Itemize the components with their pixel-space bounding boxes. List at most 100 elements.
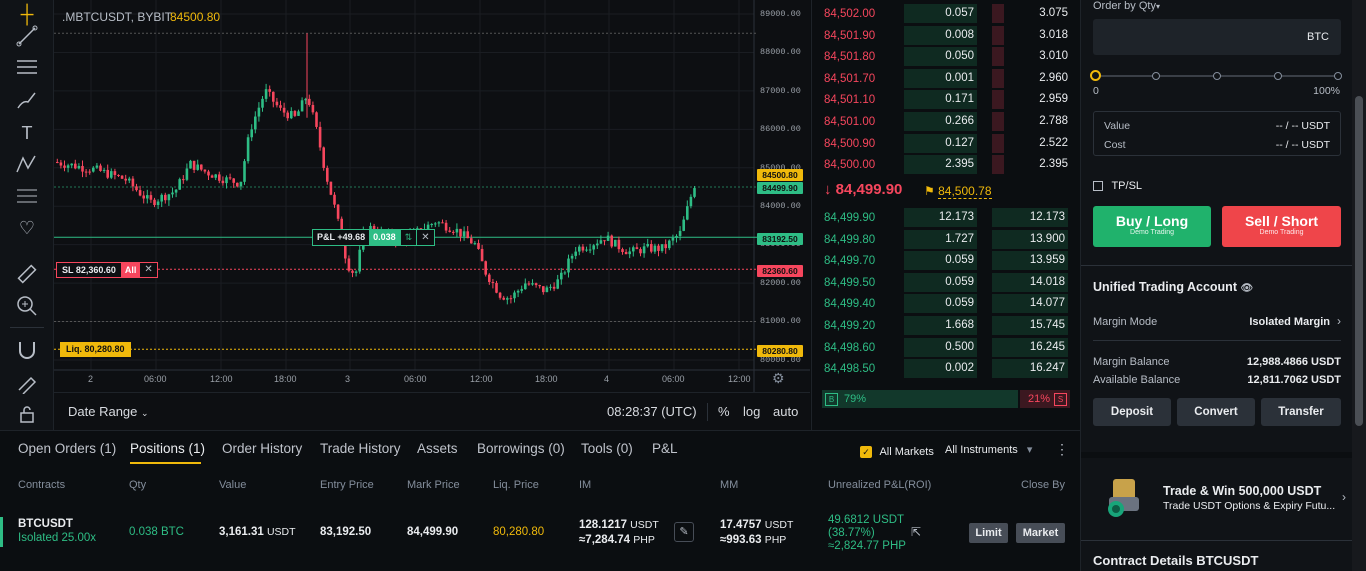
tab-order-history[interactable]: Order History xyxy=(222,441,303,456)
crosshair-icon[interactable]: ┼ xyxy=(20,4,34,24)
slider-handle[interactable] xyxy=(1090,70,1101,81)
slider-step-100[interactable] xyxy=(1334,72,1342,80)
candle-body xyxy=(426,224,430,230)
ask-row[interactable]: 84,501.70 0.001 2.960 xyxy=(812,68,1081,89)
order-by-label: Order by Qty xyxy=(1093,0,1156,12)
bid-row[interactable]: 84,499.80 1.727 13.900 xyxy=(812,229,1081,250)
slider-step-25[interactable] xyxy=(1152,72,1160,80)
promo-chevron-icon[interactable]: › xyxy=(1342,490,1346,504)
lock-icon[interactable] xyxy=(15,402,39,426)
price-chart[interactable]: .MBTCUSDT, BYBIT 84500.80 89000.00 88000.… xyxy=(54,0,810,430)
buy-sub: Demo Trading xyxy=(1130,229,1174,236)
contract-symbol[interactable]: BTCUSDT xyxy=(18,518,73,530)
remove-sl-icon[interactable]: ✕ xyxy=(144,264,153,275)
book-total: 3.075 xyxy=(1039,7,1068,19)
reverse-icon[interactable]: ⇅ xyxy=(399,230,417,245)
checkbox-icon[interactable] xyxy=(1093,180,1103,191)
candlestick-chart[interactable] xyxy=(54,0,810,392)
scrollbar-thumb[interactable] xyxy=(1355,96,1363,426)
bid-row[interactable]: 84,499.50 0.059 14.018 xyxy=(812,272,1081,293)
fib-icon[interactable] xyxy=(15,184,39,208)
ask-row[interactable]: 84,501.10 0.171 2.959 xyxy=(812,89,1081,110)
book-price: 84,499.20 xyxy=(824,320,876,332)
candle-body xyxy=(617,239,621,250)
magnet-icon[interactable] xyxy=(15,338,39,362)
pattern-icon[interactable] xyxy=(15,152,39,176)
ask-row[interactable]: 84,500.90 0.127 2.522 xyxy=(812,133,1081,154)
stop-loss-label[interactable]: SL 82,360.60 All ✕ xyxy=(56,262,158,278)
transfer-button[interactable]: Transfer xyxy=(1261,398,1341,426)
slider-step-50[interactable] xyxy=(1213,72,1221,80)
checkmark-icon[interactable]: ✓ xyxy=(860,445,872,458)
order-by-dropdown[interactable]: Order by Qty▾ xyxy=(1093,0,1160,12)
close-position-icon[interactable]: ✕ xyxy=(416,230,433,245)
log-scale-toggle[interactable]: log xyxy=(743,404,761,419)
qty-slider[interactable] xyxy=(1090,70,1342,81)
bid-row[interactable]: 84,499.40 0.059 14.077 xyxy=(812,293,1081,314)
all-markets-checkbox[interactable]: ✓ All Markets xyxy=(860,443,934,461)
zoom-in-icon[interactable] xyxy=(15,294,39,318)
more-options-icon[interactable]: ⋮ xyxy=(1055,441,1069,457)
sell-percent: 21% xyxy=(1027,393,1050,405)
candle-body xyxy=(484,261,487,275)
tab-open-orders-1[interactable]: Open Orders (1) xyxy=(18,441,117,456)
tab-positions-1[interactable]: Positions (1) xyxy=(130,441,206,456)
book-total: 3.010 xyxy=(1039,50,1068,63)
tab-assets[interactable]: Assets xyxy=(417,441,458,456)
flag-icon: ⚑ xyxy=(924,184,935,198)
text-tool-icon[interactable]: T xyxy=(21,123,33,143)
margin-mode-value[interactable]: Isolated Margin xyxy=(1249,316,1330,328)
heart-icon[interactable]: ♡ xyxy=(18,218,36,238)
convert-button[interactable]: Convert xyxy=(1177,398,1255,426)
edit-margin-icon[interactable]: ✎ xyxy=(674,522,694,542)
buy-long-button[interactable]: Buy / Long Demo Trading xyxy=(1093,206,1211,247)
eye-icon[interactable]: 👁 xyxy=(1240,283,1254,294)
bid-row[interactable]: 84,499.70 0.059 13.959 xyxy=(812,250,1081,271)
book-qty: 1.727 xyxy=(904,229,977,249)
all-instruments-dropdown[interactable]: All Instruments ▾ xyxy=(945,443,1032,456)
column-header: Value xyxy=(219,479,247,491)
share-icon[interactable]: ⇱ xyxy=(911,525,922,539)
ask-row[interactable]: 84,501.80 0.050 3.010 xyxy=(812,46,1081,67)
close-limit-button[interactable]: Limit xyxy=(969,523,1008,543)
candle-body xyxy=(300,100,304,112)
ask-row[interactable]: 84,502.00 0.057 3.075 xyxy=(812,3,1081,24)
bid-row[interactable]: 84,499.20 1.668 15.745 xyxy=(812,315,1081,336)
brush-icon[interactable] xyxy=(15,88,39,112)
tab-tools-0[interactable]: Tools (0) xyxy=(581,441,633,456)
depth-bar xyxy=(992,25,1004,45)
x-tick-label: 06:00 xyxy=(144,374,167,384)
trend-line-icon[interactable] xyxy=(15,24,39,48)
ruler-icon[interactable] xyxy=(15,262,39,286)
qty-input[interactable]: BTC xyxy=(1093,19,1341,55)
sell-short-button[interactable]: Sell / Short Demo Trading xyxy=(1222,206,1341,247)
slider-step-75[interactable] xyxy=(1274,72,1282,80)
tab-borrowings-0[interactable]: Borrowings (0) xyxy=(477,441,565,456)
chart-settings-icon[interactable]: ⚙ xyxy=(772,370,785,386)
deposit-button[interactable]: Deposit xyxy=(1093,398,1171,426)
tab-p-l[interactable]: P&L xyxy=(652,441,678,456)
candle-body xyxy=(664,244,667,249)
chevron-right-icon[interactable]: › xyxy=(1337,314,1341,328)
ask-row[interactable]: 84,501.00 0.266 2.788 xyxy=(812,111,1081,132)
tab-trade-history[interactable]: Trade History xyxy=(320,441,401,456)
auto-scale-toggle[interactable]: auto xyxy=(773,404,799,419)
book-qty: 0.500 xyxy=(904,337,977,357)
bid-row[interactable]: 84,498.60 0.500 16.245 xyxy=(812,337,1081,358)
candle-body xyxy=(624,252,628,255)
ask-row[interactable]: 84,501.90 0.008 3.018 xyxy=(812,25,1081,46)
close-market-button[interactable]: Market xyxy=(1016,523,1065,543)
promo-title[interactable]: Trade & Win 500,000 USDT xyxy=(1163,484,1322,498)
candle-body xyxy=(466,231,469,239)
horizontal-lines-icon[interactable] xyxy=(15,56,39,80)
ask-row[interactable]: 84,500.00 2.395 2.395 xyxy=(812,154,1081,175)
position-pnl-label[interactable]: P&L +49.68 0.038 ⇅ ✕ xyxy=(312,229,435,246)
lock-drawing-icon[interactable] xyxy=(15,370,39,395)
bid-row[interactable]: 84,498.50 0.002 16.247 xyxy=(812,358,1081,379)
tpsl-checkbox[interactable]: TP/SL xyxy=(1093,177,1142,195)
date-range-button[interactable]: Date Range ⌄ xyxy=(68,404,149,419)
panel-scrollbar[interactable] xyxy=(1352,0,1366,571)
bid-row[interactable]: 84,499.90 12.173 12.173 xyxy=(812,207,1081,228)
percent-scale-toggle[interactable]: % xyxy=(718,404,730,419)
candle-body xyxy=(452,231,455,233)
